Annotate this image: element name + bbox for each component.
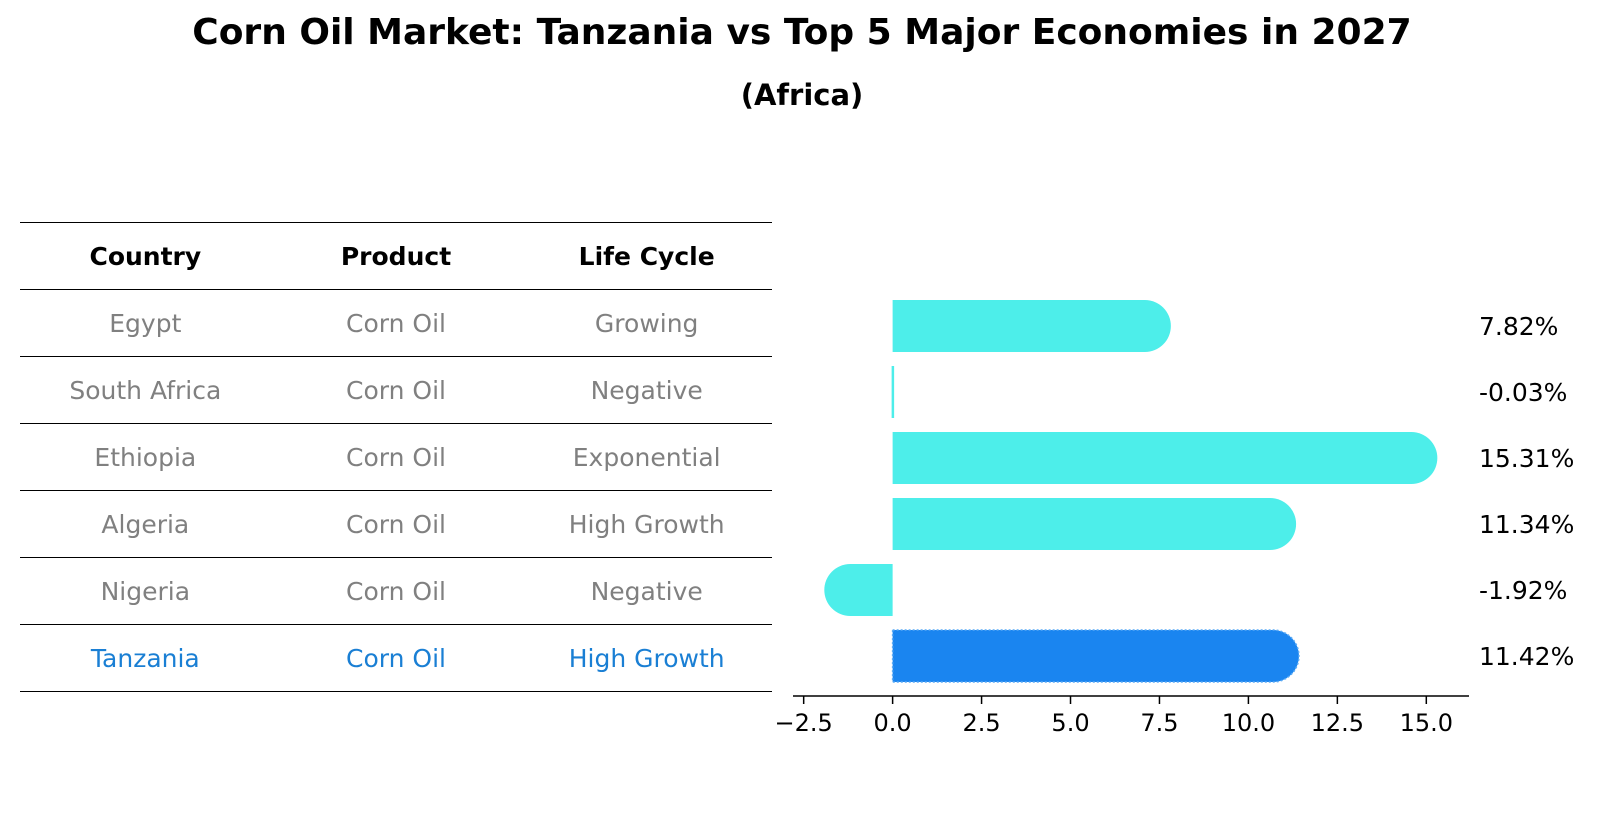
value-label: 7.82% <box>1479 312 1558 341</box>
value-label: -1.92% <box>1479 576 1567 605</box>
product-cell: Corn Oil <box>346 308 446 338</box>
life-cycle-cell: Exponential <box>572 442 721 472</box>
table-header-row: Country Product Life Cycle <box>20 222 772 289</box>
bar-tanzania <box>891 629 1300 683</box>
product-cell: Corn Oil <box>346 375 446 405</box>
x-tick-label: 10.0 <box>1222 709 1275 737</box>
chart-subtitle: (Africa) <box>740 78 864 112</box>
product-cell: Corn Oil <box>346 509 446 539</box>
table-row: Algeria Corn Oil High Growth <box>20 490 772 557</box>
x-tick-label: 0.0 <box>874 709 912 737</box>
country-cell: Egypt <box>109 308 182 338</box>
life-cycle-cell: Growing <box>594 308 699 338</box>
header-product: Product <box>340 241 452 271</box>
product-cell: Corn Oil <box>346 576 446 606</box>
bar-algeria <box>892 498 1297 550</box>
table-row: Nigeria Corn Oil Negative <box>20 557 772 624</box>
bar-nigeria <box>824 564 893 616</box>
value-label: -0.03% <box>1479 378 1567 407</box>
table-row: Egypt Corn Oil Growing <box>20 289 772 356</box>
header-country: Country <box>89 241 202 271</box>
life-cycle-cell: High Growth <box>568 643 725 673</box>
chart-title: Corn Oil Market: Tanzania vs Top 5 Major… <box>192 12 1412 53</box>
table-row-highlight: Tanzania Corn Oil High Growth <box>20 624 772 692</box>
bar-egypt <box>892 300 1171 352</box>
data-table: Country Product Life Cycle Egypt Corn Oi… <box>20 222 772 692</box>
x-tick-label: 15.0 <box>1400 709 1453 737</box>
product-cell: Corn Oil <box>346 643 446 673</box>
value-label: 11.42% <box>1479 642 1574 671</box>
country-cell: Algeria <box>101 509 190 539</box>
x-tick-label: 12.5 <box>1311 709 1364 737</box>
x-tick-label: −2.5 <box>775 709 833 737</box>
bar-south-africa <box>891 366 895 418</box>
country-cell: Ethiopia <box>94 442 197 472</box>
life-cycle-cell: Negative <box>590 576 703 606</box>
table-row: Ethiopia Corn Oil Exponential <box>20 423 772 490</box>
value-label: 11.34% <box>1479 510 1574 539</box>
value-label: 15.31% <box>1479 444 1574 473</box>
country-cell: Nigeria <box>100 576 191 606</box>
country-cell: Tanzania <box>90 643 200 673</box>
country-cell: South Africa <box>69 375 222 405</box>
bar-ethiopia <box>892 432 1438 484</box>
life-cycle-cell: High Growth <box>568 509 725 539</box>
header-life-cycle: Life Cycle <box>578 241 715 271</box>
x-tick-label: 5.0 <box>1051 709 1089 737</box>
x-tick-label: 7.5 <box>1140 709 1178 737</box>
x-tick-label: 2.5 <box>962 709 1000 737</box>
table-row: South Africa Corn Oil Negative <box>20 356 772 423</box>
life-cycle-cell: Negative <box>590 375 703 405</box>
product-cell: Corn Oil <box>346 442 446 472</box>
